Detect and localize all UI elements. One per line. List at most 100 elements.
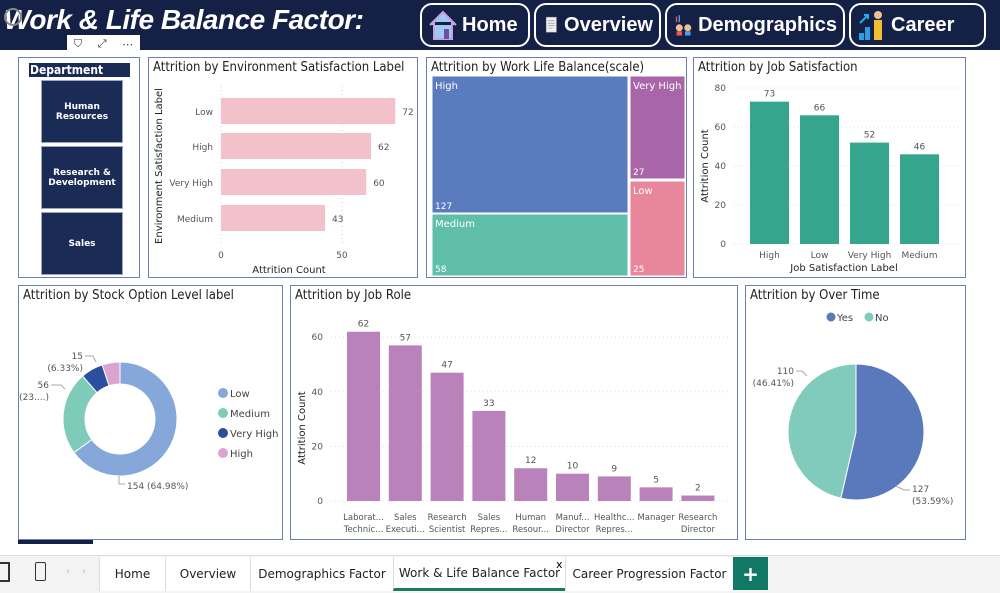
y-tick-label: 60 (312, 333, 324, 343)
x-tick-label: Repres... (596, 525, 633, 535)
bar (850, 142, 889, 244)
pie-slice (787, 363, 857, 499)
tile-label: Medium (435, 219, 475, 230)
legend-marker (218, 448, 228, 458)
scroll-left-icon[interactable]: ‹ (66, 566, 70, 577)
bar (639, 487, 673, 501)
slicer-title: Department (29, 63, 130, 77)
y-tick-label: 40 (715, 162, 727, 172)
tab-overview[interactable]: Overview (165, 557, 250, 591)
y-tick-label: 40 (312, 388, 324, 398)
filter-icon[interactable]: ⛉ (73, 37, 83, 50)
stock-option-donut[interactable]: Attrition by Stock Option Level label 154… (18, 285, 283, 540)
nav-overview-button[interactable]: Overview (534, 3, 661, 47)
nav-career-button[interactable]: Career (849, 3, 986, 47)
x-tick-label: Sales (478, 513, 501, 523)
data-label: 12 (525, 456, 536, 466)
tile-value: 27 (633, 168, 644, 178)
data-label: (23....) (19, 393, 49, 403)
department-slicer: Department Human Resources Research & De… (18, 57, 140, 278)
data-label: 60 (373, 179, 385, 189)
slicer-item-research-development[interactable]: Research & Development (41, 146, 123, 209)
tab-work-life-balance-factor[interactable]: Work & Life Balance Factor (393, 557, 565, 591)
x-tick-label: Repres... (470, 525, 507, 535)
y-tick-label: Low (195, 108, 213, 118)
bar (430, 372, 464, 501)
over-time-pie[interactable]: Attrition by Over Time Yes No 127 (53.59%) 11… (745, 285, 966, 540)
data-label: 73 (764, 90, 775, 100)
nav-home-button[interactable]: Home (420, 3, 530, 47)
env-satisfaction-chart[interactable]: Attrition by Environment Satisfaction La… (148, 57, 418, 278)
add-page-button[interactable]: + (733, 557, 768, 590)
data-label: (46.41%) (753, 379, 794, 389)
data-label: 56 (38, 381, 50, 391)
bar (681, 495, 715, 501)
data-label: (53.59%) (912, 497, 953, 507)
focus-mode-icon[interactable]: ⤢ (97, 37, 107, 50)
bar (221, 133, 372, 159)
legend-marker (218, 428, 228, 438)
tile-label: Very High (633, 81, 681, 92)
tab-demographics-factor[interactable]: Demographics Factor (250, 557, 393, 591)
data-label: 15 (72, 352, 83, 362)
bar (472, 410, 506, 501)
work-life-treemap[interactable]: Attrition by Work Life Balance(scale) Hig… (426, 57, 687, 278)
bar (800, 115, 839, 244)
legend-marker (218, 408, 228, 418)
legend-label: Low (230, 389, 250, 400)
x-tick-label: Research (428, 513, 467, 523)
x-tick-label: Resour... (512, 525, 549, 535)
y-tick-label: 0 (720, 240, 726, 250)
treemap-tile (431, 213, 629, 277)
data-label: 9 (611, 464, 617, 474)
x-axis-title: Attrition Count (252, 265, 326, 276)
x-tick-label: Very High (848, 251, 892, 261)
data-label: 110 (777, 367, 794, 377)
nav-demographics-button[interactable]: Demographics (665, 3, 845, 47)
scroll-right-icon[interactable]: › (82, 566, 86, 577)
bar (388, 345, 422, 501)
close-tab-icon[interactable]: x (556, 558, 563, 571)
x-tick-label: Director (681, 525, 716, 535)
y-axis-title: Attrition Count (700, 129, 711, 203)
chart-title: Attrition by Job Satisfaction (698, 60, 858, 75)
slicer-item-sales[interactable]: Sales (41, 212, 123, 275)
desktop-view-icon[interactable] (0, 562, 10, 582)
legend-label: Medium (230, 409, 270, 420)
pie-slice (840, 363, 925, 501)
y-tick-label: 20 (715, 201, 727, 211)
job-satisfaction-chart[interactable]: Attrition by Job Satisfaction 0 20 40 60 80 73… (693, 57, 966, 278)
bar (597, 476, 631, 501)
x-tick-label: Manuf... (556, 513, 590, 523)
x-tick-label: Director (555, 525, 590, 535)
house-icon (429, 10, 457, 40)
y-axis-title: Attrition Count (297, 391, 308, 465)
y-tick-label: 0 (317, 497, 323, 507)
job-role-chart[interactable]: Attrition by Job Role 0 20 40 60 62 Laborat...… (290, 285, 738, 540)
tile-value: 58 (435, 265, 447, 275)
tab-career-progression-factor[interactable]: Career Progression Factor (565, 557, 733, 591)
y-tick-label: Very High (169, 179, 213, 189)
document-icon (545, 16, 557, 33)
tab-home[interactable]: Home (99, 557, 165, 591)
leader-line (51, 384, 66, 390)
slicer-item-human-resources[interactable]: Human Resources (41, 80, 123, 143)
bar (556, 473, 589, 501)
chart-title: Attrition by Stock Option Level label (23, 288, 234, 303)
bar (750, 101, 789, 245)
mobile-view-icon[interactable] (35, 562, 46, 581)
more-options-icon[interactable]: ⋯ (122, 37, 134, 51)
data-label: 5 (653, 475, 659, 485)
legend-marker (826, 312, 836, 322)
y-tick-label: High (192, 143, 213, 153)
x-tick-label: 0 (218, 251, 224, 261)
leader-line (796, 370, 808, 377)
data-label: 57 (400, 333, 411, 343)
x-tick-label: Human (515, 513, 546, 523)
chart-title: Attrition by Over Time (750, 288, 880, 303)
bar (347, 331, 380, 501)
treemap-tile (431, 75, 629, 214)
y-tick-label: 60 (715, 123, 727, 133)
leader-line (118, 476, 125, 485)
back-icon[interactable] (4, 8, 22, 26)
